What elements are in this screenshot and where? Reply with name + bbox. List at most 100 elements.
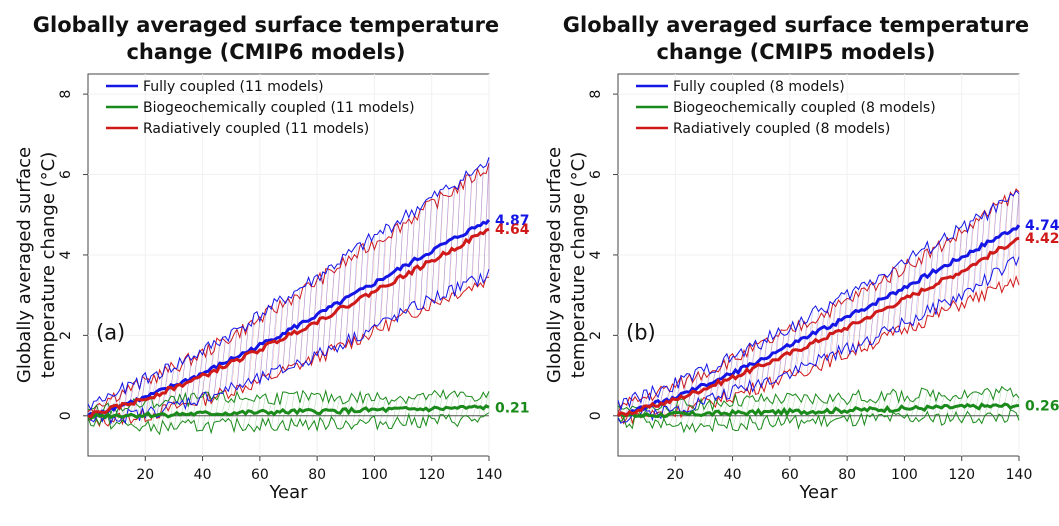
panel-label: (a) xyxy=(96,320,125,344)
legend-label: Radiatively coupled (8 models) xyxy=(673,121,890,137)
x-tick-label: 100 xyxy=(891,467,918,483)
envelope-hatch xyxy=(437,189,444,292)
envelope-hatch xyxy=(299,394,306,420)
envelope-lower-line xyxy=(617,256,1020,424)
envelope-hatch xyxy=(995,200,1003,269)
envelope-hatch xyxy=(150,382,157,421)
envelope-hatch xyxy=(818,311,825,355)
envelope-hatch xyxy=(783,324,791,372)
y-tick-label: 6 xyxy=(58,170,74,179)
envelope-hatch xyxy=(351,402,358,430)
series-end-label: 0.26 xyxy=(1025,398,1059,414)
envelope-hatch xyxy=(783,393,791,424)
chart-panel-a: Globally averaged surface temperature cha… xyxy=(0,0,529,526)
envelope-hatch xyxy=(812,397,819,420)
envelope-hatch xyxy=(886,268,894,331)
envelope-lower-line xyxy=(87,412,490,436)
envelope-hatch xyxy=(864,279,871,341)
envelope-hatch xyxy=(196,396,203,432)
envelope-hatch xyxy=(938,395,945,415)
chart-title-line: change (CMIP5 models) xyxy=(656,40,935,64)
envelope-hatch xyxy=(236,326,243,390)
envelope-hatch xyxy=(150,371,157,407)
envelope-lower-line xyxy=(617,409,1020,434)
envelope-upper-line xyxy=(87,388,490,416)
envelope-hatch xyxy=(408,398,415,415)
y-axis-label: Globally averaged surface xyxy=(544,147,565,383)
envelope-hatch xyxy=(271,301,278,369)
envelope-hatch xyxy=(852,289,859,344)
envelope-hatch xyxy=(990,212,997,280)
envelope-hatch xyxy=(276,299,284,369)
y-tick-label: 8 xyxy=(588,90,604,99)
x-tick-label: 40 xyxy=(194,467,212,483)
envelope-hatch xyxy=(921,241,928,320)
envelope-hatch xyxy=(460,171,467,291)
y-tick-label: 4 xyxy=(588,250,604,259)
legend-label: Biogeochemically coupled (8 models) xyxy=(673,100,936,116)
x-tick-label: 20 xyxy=(136,467,154,483)
envelope-hatch xyxy=(362,250,369,335)
envelope-hatch xyxy=(219,400,226,422)
envelope-hatch xyxy=(316,271,324,356)
envelope-hatch xyxy=(230,328,238,383)
envelope-hatch xyxy=(812,319,819,367)
envelope-hatch xyxy=(904,256,911,324)
envelope-hatch xyxy=(967,392,974,412)
envelope-hatch xyxy=(1001,201,1008,276)
envelope-upper-line xyxy=(87,162,490,413)
envelope-hatch xyxy=(663,391,670,416)
legend-label: Fully coupled (8 models) xyxy=(673,79,845,95)
envelope-hatch xyxy=(442,395,450,415)
envelope-hatch xyxy=(345,393,352,421)
x-tick-label: 100 xyxy=(361,467,388,483)
envelope-hatch xyxy=(334,396,341,422)
envelope-hatch xyxy=(732,359,739,403)
envelope-hatch xyxy=(328,272,335,347)
envelope-hatch xyxy=(915,388,922,418)
envelope-hatch xyxy=(374,230,381,325)
envelope-hatch xyxy=(921,249,928,328)
envelope-hatch xyxy=(179,393,186,425)
y-tick-label: 0 xyxy=(58,411,74,420)
envelope-hatch xyxy=(190,360,198,405)
envelope-hatch xyxy=(483,157,490,283)
envelope-hatch xyxy=(202,344,209,394)
envelope-hatch xyxy=(990,205,997,287)
x-tick-label: 60 xyxy=(781,467,799,483)
envelope-upper-line xyxy=(617,188,1020,414)
envelope-hatch xyxy=(749,401,756,417)
y-axis-label: temperature change (°C) xyxy=(38,152,59,378)
envelope-hatch xyxy=(471,168,478,277)
envelope-hatch xyxy=(190,357,198,405)
envelope-hatch xyxy=(368,400,375,422)
envelope-hatch xyxy=(801,322,808,363)
envelope-hatch xyxy=(420,199,427,310)
x-tick-label: 80 xyxy=(308,467,326,483)
envelope-hatch xyxy=(927,249,934,306)
x-tick-label: 60 xyxy=(251,467,269,483)
envelope-hatch xyxy=(955,226,962,302)
envelope-hatch xyxy=(402,396,410,426)
series-end-label: 4.42 xyxy=(1025,231,1059,247)
chart-title-line: Globally averaged surface temperature xyxy=(33,13,499,37)
x-tick-label: 140 xyxy=(1006,467,1033,483)
series-mean-line xyxy=(87,218,491,417)
envelope-hatch xyxy=(738,350,745,393)
envelope-hatch xyxy=(732,404,739,430)
envelope-hatch xyxy=(305,393,312,421)
y-tick-label: 8 xyxy=(58,90,74,99)
series-mean-line xyxy=(617,402,1020,419)
envelope-hatch xyxy=(471,168,478,291)
envelope-hatch xyxy=(755,340,762,395)
series-end-label: 4.74 xyxy=(1025,218,1059,234)
envelope-hatch xyxy=(967,220,974,289)
envelope-hatch xyxy=(357,402,364,425)
envelope-hatch xyxy=(772,336,779,389)
envelope-hatch xyxy=(829,396,836,423)
envelope-hatch xyxy=(841,289,848,354)
envelope-hatch xyxy=(1013,193,1020,258)
envelope-hatch xyxy=(345,252,352,345)
chart-title-line: Globally averaged surface temperature xyxy=(563,13,1029,37)
envelope-hatch xyxy=(339,402,347,430)
